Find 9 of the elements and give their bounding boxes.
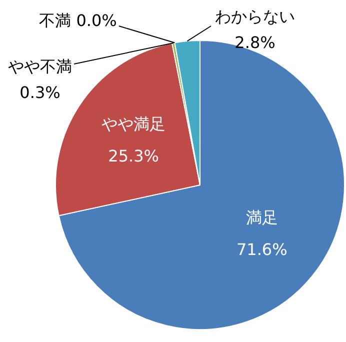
slice-label: 満足 [246, 208, 278, 228]
data-label: 0.3% [20, 83, 60, 102]
data-label: 25.3% [108, 146, 159, 166]
slice-label: やや不満 [8, 57, 72, 76]
slice-label: わからない [215, 7, 295, 26]
slice-label: やや満足 [102, 114, 166, 134]
data-label: 2.8% [234, 33, 276, 52]
category-label: 不満 0.0% [39, 11, 117, 30]
data-label: 71.6% [236, 240, 288, 260]
